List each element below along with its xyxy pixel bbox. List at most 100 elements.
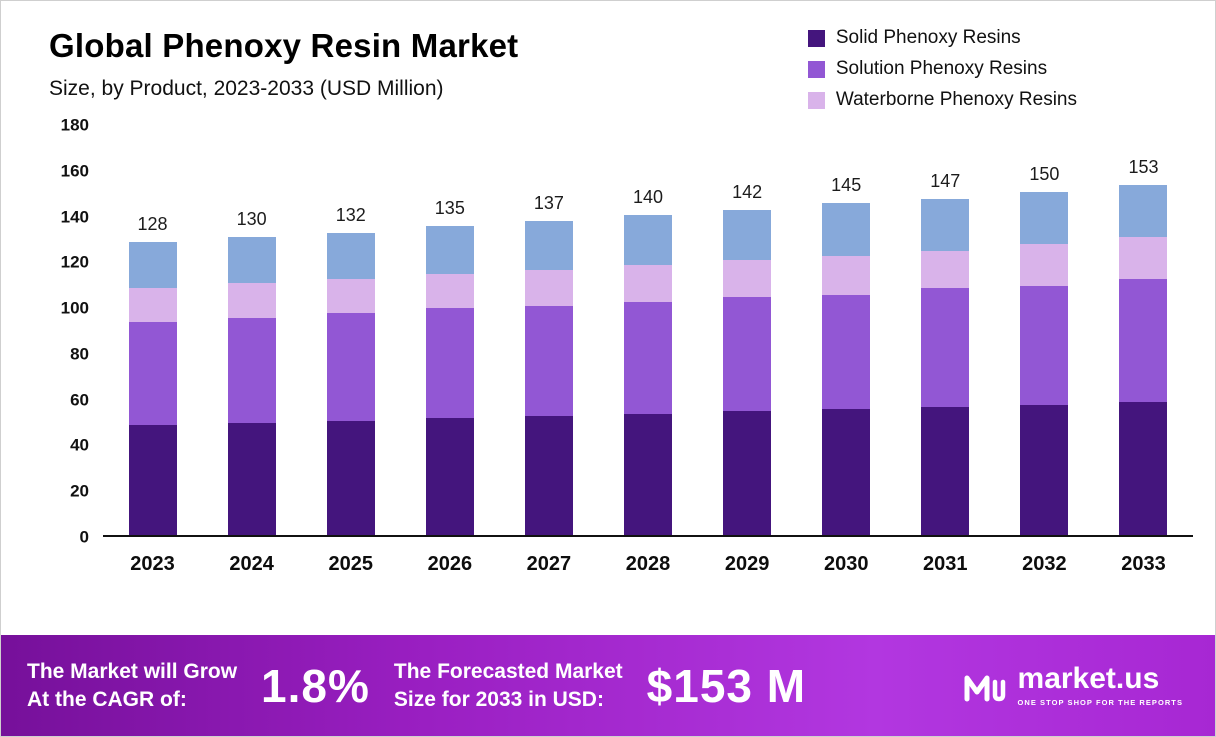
logo-text-block: market.us ONE STOP SHOP FOR THE REPORTS: [1017, 662, 1183, 708]
bottom-banner: The Market will Grow At the CAGR of: 1.8…: [1, 635, 1215, 736]
x-axis-labels: 2023 2024 2025 2026 2027 2028 2029 2030 2031 2032…: [103, 553, 1193, 582]
bar-column-2030: 145: [797, 125, 896, 535]
bar-segment-2024-1: [227, 317, 276, 423]
bar-segment-2028-3: [624, 214, 673, 265]
bar-stack-2029: [723, 210, 772, 535]
forecast-label: The Forecasted Market Size for 2033 in U…: [394, 658, 623, 713]
bar-stack-2026: [425, 226, 474, 535]
bar-segment-2027-3: [524, 221, 573, 270]
x-label-2031: 2031: [923, 553, 968, 575]
bar-segment-2029-2: [723, 260, 772, 298]
bar-total-2026: 135: [434, 198, 465, 219]
bar-segment-2030-0: [822, 409, 871, 535]
bar-stack-2027: [524, 221, 573, 535]
x-label-2025: 2025: [328, 553, 373, 575]
page-title: Global Phenoxy Resin Market: [49, 27, 519, 64]
bar-total-2024: 130: [236, 209, 267, 230]
bar-segment-2032-2: [1020, 244, 1069, 286]
y-tick-60: 60: [70, 390, 89, 410]
bar-segment-2023-1: [128, 322, 177, 426]
bar-segment-2032-1: [1020, 285, 1069, 405]
bar-column-2031: 147: [896, 125, 995, 535]
bar-column-2025: 132: [301, 125, 400, 535]
x-label-2033: 2033: [1121, 553, 1166, 575]
y-tick-100: 100: [60, 298, 89, 318]
cagr-label-line2: At the CAGR of:: [27, 687, 187, 711]
x-label-2026: 2026: [427, 553, 473, 575]
x-label-2023: 2023: [130, 553, 175, 575]
bar-column-2033: 153: [1094, 125, 1193, 535]
bar-segment-2027-0: [524, 416, 573, 535]
bar-segment-2027-2: [524, 269, 573, 307]
legend-item-0: Solid Phenoxy Resins: [807, 27, 1077, 49]
bar-segment-2031-0: [921, 406, 970, 535]
bar-total-2023: 128: [137, 214, 168, 235]
bar-stack-2025: [326, 232, 375, 535]
bar-total-2032: 150: [1029, 163, 1060, 184]
bar-segment-2023-0: [128, 425, 177, 535]
y-tick-0: 0: [79, 527, 89, 547]
legend-item-2: Waterborne Phenoxy Resins: [807, 89, 1077, 111]
bar-column-2028: 140: [598, 125, 697, 535]
y-tick-80: 80: [70, 344, 89, 364]
bar-total-2029: 142: [732, 182, 763, 203]
chart-card: Global Phenoxy Resin Market Size, by Pro…: [1, 1, 1215, 635]
legend-label-1: Solution Phenoxy Resins: [835, 58, 1048, 79]
y-tick-180: 180: [60, 115, 89, 135]
x-label-2027: 2027: [526, 553, 572, 575]
y-tick-40: 40: [70, 435, 89, 455]
page-subtitle: Size, by Product, 2023-2033 (USD Million…: [49, 77, 444, 100]
bar-segment-2026-3: [425, 226, 474, 275]
bar-total-2033: 153: [1128, 156, 1159, 177]
y-tick-140: 140: [60, 207, 89, 227]
bar-segment-2029-1: [723, 297, 772, 412]
y-tick-20: 20: [70, 481, 89, 501]
legend-label-0: Solid Phenoxy Resins: [835, 27, 1021, 48]
bar-stack-2031: [921, 198, 970, 535]
cagr-label-line1: The Market will Grow: [27, 660, 238, 684]
bar-column-2026: 135: [400, 125, 499, 535]
bar-column-2023: 128: [103, 125, 202, 535]
y-tick-120: 120: [60, 252, 89, 272]
bar-segment-2033-2: [1119, 237, 1168, 279]
bar-segment-2024-3: [227, 237, 276, 284]
bar-segment-2025-1: [326, 313, 375, 421]
cagr-value: 1.8%: [261, 659, 370, 712]
marketus-logo: market.us ONE STOP SHOP FOR THE REPORTS: [962, 664, 1189, 707]
bar-segment-2030-2: [822, 255, 871, 295]
bar-column-2029: 142: [698, 125, 797, 535]
legend-label-2: Waterborne Phenoxy Resins: [835, 89, 1077, 110]
x-label-2029: 2029: [724, 553, 770, 575]
bar-segment-2025-0: [326, 420, 375, 535]
x-label-2032: 2032: [1022, 553, 1067, 575]
logo-tagline: ONE STOP SHOP FOR THE REPORTS: [1017, 698, 1183, 707]
bar-segment-2024-0: [227, 422, 276, 535]
bar-segment-2033-1: [1119, 278, 1168, 403]
bar-stack-2032: [1020, 191, 1069, 535]
marketus-logo-icon: [964, 675, 1005, 701]
bar-segment-2023-3: [128, 242, 177, 288]
bar-total-2028: 140: [632, 186, 664, 207]
bar-total-2027: 137: [533, 193, 564, 214]
bar-column-2024: 130: [202, 125, 301, 535]
logo-text: market.us: [1017, 662, 1160, 695]
bar-segment-2026-1: [425, 308, 474, 419]
title-block: Global Phenoxy Resin Market Size, by Pro…: [41, 17, 518, 101]
chart-header: Global Phenoxy Resin Market Size, by Pro…: [41, 17, 1193, 111]
bar-segment-2031-3: [921, 198, 970, 252]
legend-swatch-2: [807, 91, 825, 109]
legend-swatch-0: [807, 29, 825, 47]
forecast-label-line2: Size for 2033 in USD:: [393, 687, 604, 711]
bar-segment-2024-2: [227, 283, 276, 318]
legend-swatch-1: [807, 60, 825, 78]
legend-item-1: Solution Phenoxy Resins: [807, 58, 1077, 80]
bar-total-2031: 147: [930, 170, 961, 191]
bar-segment-2028-2: [624, 264, 673, 302]
bar-segment-2028-0: [624, 413, 673, 535]
bar-segment-2030-1: [822, 294, 871, 410]
bar-segment-2025-3: [326, 232, 375, 279]
bar-segment-2032-3: [1020, 191, 1069, 245]
y-axis: 0 20 40 60 80 100 120 140 160 180: [41, 117, 103, 546]
bar-stack-2033: [1119, 184, 1168, 535]
